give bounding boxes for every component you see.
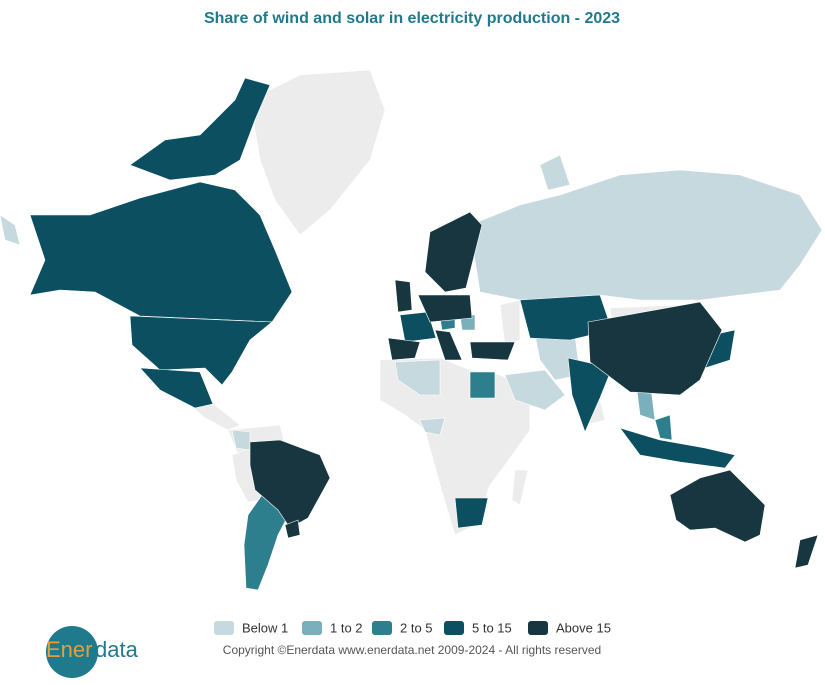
logo-part2: data — [95, 637, 139, 662]
country — [619, 427, 736, 469]
country — [399, 311, 437, 343]
country — [539, 154, 571, 191]
country — [654, 414, 673, 441]
legend-label[interactable]: Below 1 — [242, 620, 288, 635]
world-map — [0, 69, 823, 591]
legend-swatch[interactable] — [372, 621, 392, 635]
country — [794, 534, 819, 569]
legend-swatch[interactable] — [214, 621, 234, 635]
title: Share of wind and solar in electricity p… — [204, 10, 620, 27]
legend-swatch[interactable] — [528, 621, 548, 635]
country — [129, 77, 271, 181]
country — [511, 469, 529, 506]
copyright: Copyright ©Enerdata www.enerdata.net 200… — [223, 643, 601, 657]
country — [129, 315, 273, 386]
country — [249, 69, 386, 236]
legend: Below 1 1 to 2 2 to 5 5 to 15 Above 15 — [214, 620, 611, 635]
country — [424, 211, 483, 293]
legend-label[interactable]: Above 15 — [556, 620, 611, 635]
country — [504, 369, 566, 411]
country — [249, 439, 331, 529]
country — [394, 279, 413, 313]
country — [379, 357, 531, 536]
country — [669, 469, 766, 543]
country — [387, 337, 421, 361]
legend-label[interactable]: 5 to 15 — [472, 620, 512, 635]
country — [0, 214, 21, 246]
logo-circle — [46, 626, 98, 678]
legend-label[interactable]: 1 to 2 — [330, 620, 363, 635]
country — [394, 359, 441, 396]
country — [454, 497, 489, 529]
country — [434, 329, 463, 361]
legend-swatch[interactable] — [444, 621, 464, 635]
country — [417, 294, 473, 323]
country — [139, 367, 214, 409]
country — [189, 404, 241, 431]
legend-swatch[interactable] — [302, 621, 322, 635]
country — [469, 371, 496, 399]
country — [284, 519, 301, 539]
country — [469, 341, 516, 361]
legend-label[interactable]: 2 to 5 — [400, 620, 433, 635]
logo-part1: Ener — [46, 637, 92, 662]
country — [419, 417, 446, 436]
country — [499, 299, 521, 346]
country — [469, 169, 823, 301]
country — [587, 301, 723, 396]
country — [29, 181, 293, 323]
